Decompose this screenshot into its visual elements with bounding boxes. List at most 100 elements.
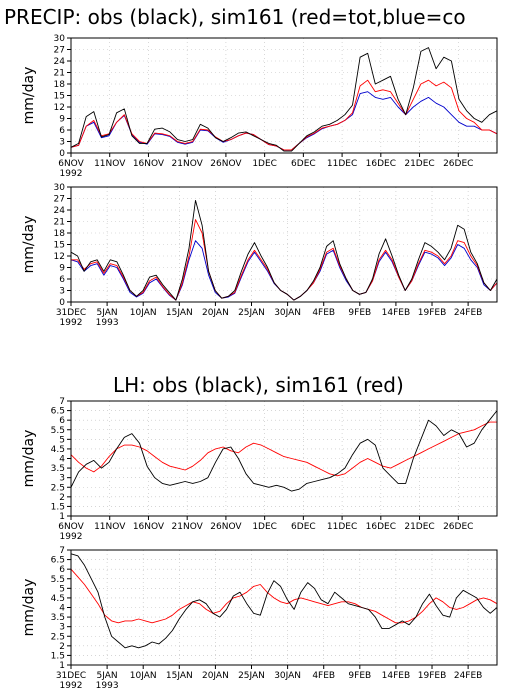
y-tick-label: 5 — [59, 435, 65, 445]
y-tick-label: 18 — [54, 80, 66, 90]
x-tick-label: 30JAN — [274, 671, 301, 681]
x-tick-label: 20JAN — [202, 308, 229, 318]
y-tick-label: 1 — [59, 512, 65, 522]
y-tick-label: 3 — [59, 138, 65, 148]
y-tick-label: 24 — [54, 57, 66, 67]
x-tick-label: 24FEB — [454, 308, 483, 318]
x-tick-label: 24FEB — [454, 671, 483, 681]
y-tick-label: 0 — [59, 149, 65, 159]
x-tick-label: 26NOV — [210, 159, 242, 169]
y-tick-label: 6.5 — [51, 407, 65, 417]
lh-panel-nov-dec: 11.522.533.544.555.566.57 6NOV 11NOV 16NOV 2… — [21, 397, 498, 542]
y-tick-label: 21 — [54, 69, 65, 79]
plot-frame — [70, 400, 498, 517]
y-tick-label: 7 — [59, 546, 65, 556]
y-axis-label: mm/day — [21, 430, 37, 488]
series-line — [70, 568, 498, 624]
y-tick-label: 4.5 — [51, 594, 65, 604]
y-tick-label: 7 — [59, 397, 65, 407]
x-tick-label: 11NOV — [94, 159, 126, 169]
x-tick-label: 15JAN — [166, 671, 193, 681]
y-tick-label: 3.5 — [51, 613, 65, 623]
plot-frame — [70, 37, 498, 154]
y-tick-label: 1 — [59, 661, 65, 671]
series-line — [70, 91, 498, 151]
y-tick-label: 3.5 — [51, 464, 65, 474]
x-tick-label: 6NOV — [58, 522, 84, 532]
y-tick-label: 2 — [59, 642, 65, 652]
y-tick-label: 0 — [59, 298, 65, 308]
series-line — [70, 199, 498, 301]
y-axis-label: mm/day — [21, 67, 37, 125]
x-tick-label: 15JAN — [166, 308, 193, 318]
y-tick-label: 6.5 — [51, 556, 65, 566]
x-tick-label: 16DEC — [366, 522, 396, 532]
x-tick-label: 9FEB — [348, 308, 371, 318]
series-line — [70, 410, 498, 492]
lh-title: LH: obs (black), sim161 (red) — [113, 373, 404, 397]
x-tick-label: 19FEB — [418, 308, 447, 318]
y-tick-label: 6 — [59, 126, 65, 136]
y-tick-label: 5.5 — [51, 426, 65, 436]
x-tick-label: 10JAN — [130, 671, 157, 681]
plot-frame — [70, 549, 498, 666]
x-tick-label: 11NOV — [94, 522, 126, 532]
y-tick-label: 6 — [59, 416, 65, 426]
x-tick-label: 16NOV — [133, 522, 165, 532]
y-tick-label: 24 — [54, 206, 66, 216]
y-axis-label: mm/day — [21, 216, 37, 274]
y-tick-label: 4 — [59, 604, 65, 614]
x-tick-label: 14FEB — [382, 308, 411, 318]
y-tick-label: 5 — [59, 584, 65, 594]
x-tick-label: 1DEC — [252, 522, 277, 532]
y-tick-label: 9 — [59, 115, 65, 125]
x-tick-label: 4FEB — [312, 308, 335, 318]
x-year-label: 1993 — [96, 318, 119, 328]
x-tick-label: 21NOV — [172, 522, 204, 532]
x-tick-label: 31DEC — [56, 671, 86, 681]
x-tick-label: 5JAN — [97, 308, 118, 318]
x-tick-label: 9FEB — [348, 671, 371, 681]
y-tick-label: 3 — [59, 287, 65, 297]
y-tick-label: 3 — [59, 623, 65, 633]
y-tick-label: 12 — [54, 252, 65, 262]
series-line — [70, 421, 497, 477]
x-tick-label: 10JAN — [130, 308, 157, 318]
x-tick-label: 16NOV — [133, 159, 165, 169]
series-line — [70, 553, 498, 649]
plot-frame — [70, 186, 498, 303]
x-year-label: 1992 — [60, 532, 83, 542]
x-tick-label: 21DEC — [404, 522, 434, 532]
y-tick-label: 27 — [54, 195, 65, 205]
y-tick-label: 4.5 — [51, 445, 65, 455]
x-year-label: 1992 — [60, 681, 83, 691]
x-year-label: 1992 — [60, 169, 83, 179]
x-tick-label: 30JAN — [274, 308, 301, 318]
x-tick-label: 19FEB — [418, 671, 447, 681]
x-tick-label: 4FEB — [312, 671, 335, 681]
series-line — [70, 47, 498, 152]
y-tick-label: 1.5 — [51, 502, 65, 512]
x-year-label: 1993 — [96, 681, 119, 691]
x-tick-label: 11DEC — [327, 159, 357, 169]
precip-title: PRECIP: obs (black), sim161 (red=tot,blu… — [4, 5, 466, 29]
x-tick-label: 31DEC — [56, 308, 86, 318]
x-tick-label: 6DEC — [291, 159, 316, 169]
x-tick-label: 25JAN — [238, 671, 265, 681]
series-line — [70, 79, 498, 151]
y-tick-label: 1.5 — [51, 651, 65, 661]
x-tick-label: 21NOV — [172, 159, 204, 169]
y-tick-label: 21 — [54, 218, 65, 228]
x-tick-label: 1DEC — [252, 159, 277, 169]
y-tick-label: 27 — [54, 46, 65, 56]
x-year-label: 1992 — [60, 318, 83, 328]
x-tick-label: 16DEC — [366, 159, 396, 169]
y-tick-label: 2.5 — [51, 632, 65, 642]
y-tick-label: 3 — [59, 474, 65, 484]
x-tick-label: 6DEC — [291, 522, 316, 532]
y-tick-label: 15 — [54, 92, 65, 102]
y-axis-label: mm/day — [21, 579, 37, 637]
